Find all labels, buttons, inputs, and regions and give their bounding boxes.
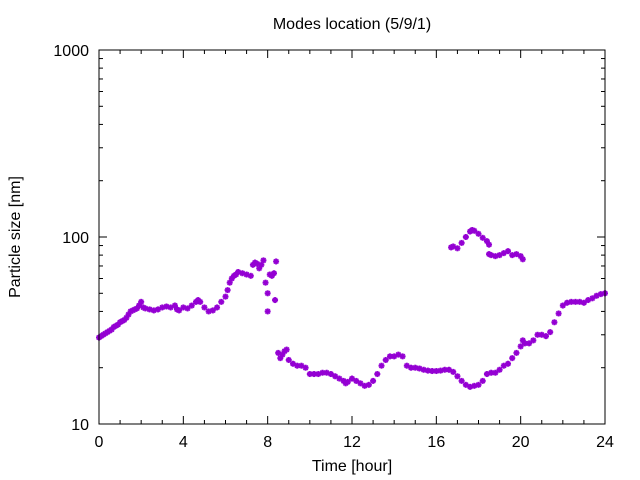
data-point — [519, 256, 526, 263]
data-point — [386, 353, 393, 360]
data-point — [283, 346, 290, 353]
data-point — [454, 373, 461, 380]
data-point — [475, 230, 482, 237]
data-point — [488, 369, 495, 376]
data-point — [492, 253, 499, 260]
data-point — [496, 366, 503, 373]
x-tick-label: 16 — [427, 434, 445, 451]
data-point — [224, 287, 231, 294]
data-point — [555, 310, 562, 317]
data-point — [264, 308, 271, 315]
data-point — [479, 234, 486, 241]
data-point — [370, 377, 377, 384]
data-point — [517, 343, 524, 350]
data-points — [96, 227, 608, 390]
x-tick-label: 12 — [343, 434, 361, 451]
data-point — [188, 302, 195, 309]
axis-ticks — [98, 50, 606, 425]
data-point — [580, 299, 587, 306]
y-axis-label: Particle size [nm] — [7, 176, 24, 298]
plot-frame — [98, 49, 606, 425]
data-point — [176, 307, 183, 314]
y-tick-label: 10 — [71, 417, 89, 434]
x-tick-label: 0 — [95, 434, 104, 451]
data-point — [262, 279, 269, 286]
x-tick-label: 4 — [179, 434, 188, 451]
data-point — [365, 381, 372, 388]
data-point — [273, 258, 280, 265]
x-axis-label: Time [hour] — [312, 458, 392, 475]
data-point — [542, 333, 549, 340]
data-point — [209, 307, 216, 314]
data-point — [471, 227, 478, 234]
data-point — [197, 298, 204, 305]
data-point — [505, 360, 512, 367]
data-point — [222, 293, 229, 300]
chart-title: Modes location (5/9/1) — [273, 16, 431, 33]
data-point — [272, 297, 279, 304]
data-point — [572, 298, 579, 305]
data-point — [374, 371, 381, 378]
data-point — [302, 364, 309, 371]
data-point — [589, 295, 596, 302]
data-point — [264, 290, 271, 297]
data-point — [201, 304, 208, 311]
data-point — [519, 337, 526, 344]
data-point — [256, 265, 263, 272]
y-tick-labels: 10 100 1000 — [53, 43, 89, 434]
data-point — [138, 298, 145, 305]
data-point — [458, 377, 465, 384]
data-point — [492, 369, 499, 376]
data-point — [319, 369, 326, 376]
data-point — [184, 305, 191, 312]
data-point — [530, 337, 537, 344]
data-point — [344, 378, 351, 385]
x-tick-label: 8 — [263, 434, 272, 451]
data-point — [479, 377, 486, 384]
data-point — [509, 355, 516, 362]
data-point — [551, 319, 558, 326]
x-tick-labels: 0 4 8 12 16 20 24 — [95, 434, 614, 451]
data-point — [454, 245, 461, 252]
data-point — [254, 260, 261, 267]
data-point — [505, 248, 512, 255]
data-point — [382, 356, 389, 363]
y-tick-label: 100 — [62, 230, 89, 247]
data-point — [458, 239, 465, 246]
data-point — [142, 305, 149, 312]
data-point — [285, 356, 292, 363]
data-point — [526, 340, 533, 347]
data-point — [378, 362, 385, 369]
x-tick-label: 20 — [512, 434, 530, 451]
data-point — [559, 302, 566, 309]
data-point — [534, 331, 541, 338]
data-point — [214, 304, 221, 311]
data-point — [218, 298, 225, 305]
data-point — [486, 241, 493, 248]
data-point — [399, 353, 406, 360]
data-point — [547, 329, 554, 336]
data-point — [270, 270, 277, 277]
data-point — [450, 368, 457, 375]
data-point — [475, 381, 482, 388]
data-point — [357, 380, 364, 387]
y-tick-label: 1000 — [53, 43, 89, 60]
data-point — [462, 234, 469, 240]
data-point — [513, 349, 520, 356]
data-point — [260, 257, 267, 264]
data-point — [247, 272, 254, 279]
x-tick-label: 24 — [596, 434, 614, 451]
